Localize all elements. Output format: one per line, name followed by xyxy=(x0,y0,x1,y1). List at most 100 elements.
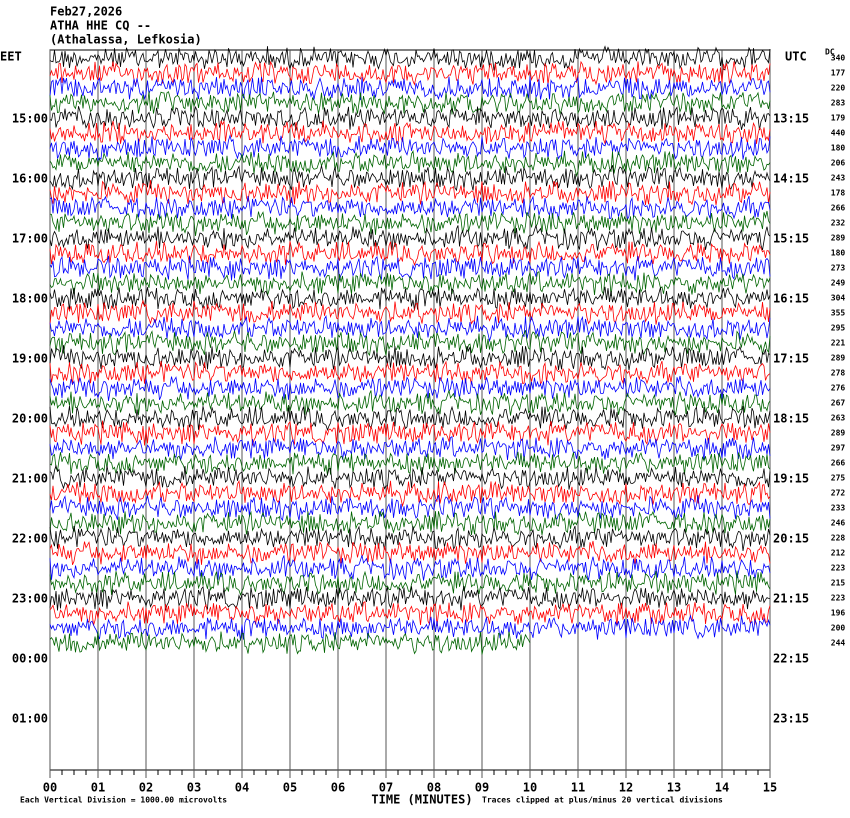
x-tick-label: 13 xyxy=(667,781,681,795)
left-time: 16:00 xyxy=(12,172,48,186)
dc-value: 267 xyxy=(831,399,846,408)
dc-value: 233 xyxy=(831,504,846,513)
dc-value: 440 xyxy=(831,129,846,138)
left-time: 01:00 xyxy=(12,712,48,726)
x-tick-label: 11 xyxy=(571,781,585,795)
left-time: 21:00 xyxy=(12,472,48,486)
dc-value: 355 xyxy=(831,309,846,318)
dc-value: 244 xyxy=(831,639,846,648)
dc-value: 243 xyxy=(831,174,846,183)
seismic-trace xyxy=(49,299,771,325)
dc-value: 246 xyxy=(831,519,846,528)
scale-note: Each Vertical Division = 1000.00 microvo… xyxy=(20,795,227,805)
dc-value: 297 xyxy=(831,444,846,453)
dc-value: 273 xyxy=(831,264,846,273)
dc-value: 178 xyxy=(831,189,846,198)
left-time: 20:00 xyxy=(12,412,48,426)
seismic-trace xyxy=(49,314,771,343)
dc-value: 283 xyxy=(831,99,846,108)
seismic-trace xyxy=(49,76,771,101)
x-tick-label: 02 xyxy=(139,781,153,795)
dc-value: 276 xyxy=(831,384,846,393)
x-tick-label: 00 xyxy=(43,781,57,795)
seismic-trace xyxy=(49,510,771,536)
dc-value: 340 xyxy=(831,54,846,63)
right-time: 20:15 xyxy=(773,532,809,546)
x-tick-label: 03 xyxy=(187,781,201,795)
seismic-trace xyxy=(49,540,771,565)
x-tick-label: 12 xyxy=(619,781,633,795)
dc-value: 212 xyxy=(831,549,846,558)
dc-value: 289 xyxy=(831,234,846,243)
x-tick-label: 05 xyxy=(283,781,297,795)
seismic-trace xyxy=(49,149,771,178)
seismic-trace xyxy=(49,614,771,641)
dc-value: 232 xyxy=(831,219,846,228)
seismic-trace xyxy=(49,345,771,371)
dc-value: 196 xyxy=(831,609,846,618)
dc-label: DC xyxy=(825,48,835,57)
right-time: 18:15 xyxy=(773,412,809,426)
left-time: 15:00 xyxy=(12,112,48,126)
left-time: 19:00 xyxy=(12,352,48,366)
title-line: (Athalassa, Lefkosia) xyxy=(50,33,202,47)
x-tick-label: 07 xyxy=(379,781,393,795)
seismic-trace xyxy=(49,120,771,146)
right-label: UTC xyxy=(785,50,807,64)
right-time: 14:15 xyxy=(773,172,809,186)
seismic-trace xyxy=(49,195,771,221)
dc-value: 221 xyxy=(831,339,846,348)
seismic-trace xyxy=(49,180,771,206)
clip-note: Traces clipped at plus/minus 20 vertical… xyxy=(482,795,723,805)
left-time: 22:00 xyxy=(12,532,48,546)
dc-value: 180 xyxy=(831,144,846,153)
seismic-trace xyxy=(49,330,771,357)
seismic-trace xyxy=(49,91,771,116)
dc-value: 266 xyxy=(831,204,846,213)
left-time: 23:00 xyxy=(12,592,48,606)
right-time: 16:15 xyxy=(773,292,809,306)
dc-value: 263 xyxy=(831,414,846,423)
seismic-trace xyxy=(49,451,771,476)
dc-value: 179 xyxy=(831,114,846,123)
title-line: ATHA HHE CQ -- xyxy=(50,19,151,33)
seismic-trace xyxy=(49,60,771,87)
x-tick-label: 14 xyxy=(715,781,729,795)
seismic-trace xyxy=(49,464,771,490)
dc-value: 180 xyxy=(831,249,846,258)
dc-value: 275 xyxy=(831,474,846,483)
dc-value: 266 xyxy=(831,459,846,468)
seismic-trace xyxy=(49,360,771,386)
right-time: 17:15 xyxy=(773,352,809,366)
x-tick-label: 06 xyxy=(331,781,345,795)
right-time: 15:15 xyxy=(773,232,809,246)
right-time: 23:15 xyxy=(773,712,809,726)
x-tick-label: 08 xyxy=(427,781,441,795)
right-time: 21:15 xyxy=(773,592,809,606)
dc-value: 272 xyxy=(831,489,846,498)
left-time: 18:00 xyxy=(12,292,48,306)
dc-value: 223 xyxy=(831,564,846,573)
right-time: 13:15 xyxy=(773,112,809,126)
dc-value: 215 xyxy=(831,579,846,588)
seismic-trace xyxy=(49,105,771,131)
seismic-trace xyxy=(49,286,771,311)
x-tick-label: 01 xyxy=(91,781,105,795)
left-time: 00:00 xyxy=(12,652,48,666)
dc-value: 249 xyxy=(831,279,846,288)
seismic-trace xyxy=(49,405,771,432)
seismic-trace xyxy=(49,630,531,655)
seismic-trace xyxy=(49,479,771,508)
dc-value: 289 xyxy=(831,429,846,438)
right-time: 22:15 xyxy=(773,652,809,666)
seismic-trace xyxy=(49,525,771,551)
dc-value: 278 xyxy=(831,369,846,378)
seismic-trace xyxy=(49,570,771,597)
seismic-trace xyxy=(49,555,771,581)
dc-value: 177 xyxy=(831,69,846,78)
seismic-trace xyxy=(49,45,771,71)
x-tick-label: 15 xyxy=(763,781,777,795)
dc-value: 223 xyxy=(831,594,846,603)
x-tick-label: 04 xyxy=(235,781,249,795)
